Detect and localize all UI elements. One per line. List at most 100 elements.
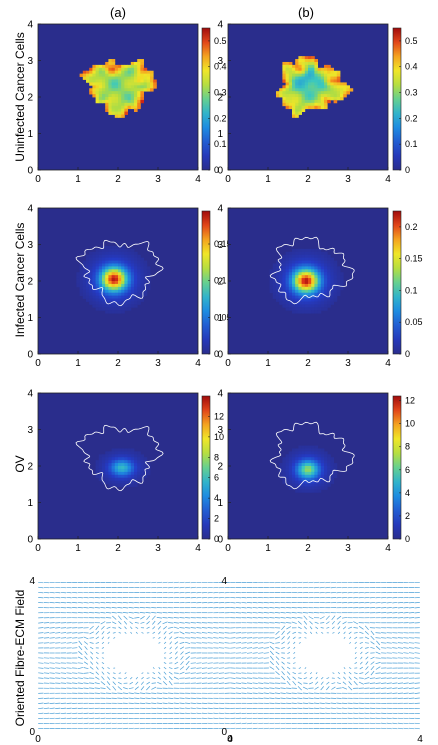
heatmap-cell	[102, 73, 106, 77]
heatmap-cell	[282, 304, 286, 308]
fibre-arrow	[246, 637, 253, 639]
heatmap-cell	[314, 295, 318, 299]
fibre-arrow	[66, 682, 72, 684]
fibre-arrow	[309, 621, 313, 625]
heatmap-cell	[118, 275, 122, 279]
fibre-arrow	[101, 631, 105, 635]
x-tick-label: 4	[385, 543, 391, 554]
fibre-arrow	[414, 722, 420, 725]
heatmap-cell	[336, 94, 341, 98]
fibre-arrow	[213, 722, 219, 725]
x-tick-label: 0	[35, 358, 41, 369]
fibre-arrow	[60, 707, 67, 709]
heatmap-cell	[320, 304, 325, 308]
fibre-arrow	[43, 622, 50, 624]
heatmap-cell	[114, 466, 119, 470]
heatmap-cell	[92, 73, 96, 77]
fibre-arrow	[381, 601, 387, 604]
fibre-arrow	[341, 596, 348, 599]
heatmap-cell	[282, 463, 286, 467]
heatmap-cell	[308, 91, 312, 95]
heatmap-cell	[79, 73, 84, 77]
heatmap-cell	[82, 73, 87, 77]
heatmap-cell	[301, 310, 306, 314]
heatmap-cell	[308, 79, 312, 83]
fibre-arrow	[269, 687, 275, 689]
heatmap-cell	[317, 486, 322, 490]
fibre-arrow	[280, 727, 286, 730]
fibre-arrow	[38, 632, 44, 634]
fibre-arrow	[134, 686, 139, 690]
heatmap-cell	[111, 266, 116, 270]
fibre-arrow	[347, 591, 353, 594]
fibre-arrow	[139, 697, 146, 699]
fibre-arrow	[269, 666, 275, 670]
heatmap-cell	[285, 301, 290, 305]
heatmap-cell	[114, 102, 119, 107]
heatmap-cell	[311, 85, 315, 89]
heatmap-cell	[282, 466, 286, 470]
heatmap-cell	[279, 292, 283, 296]
fibre-arrow	[174, 651, 178, 655]
fibre-arrow	[359, 661, 363, 665]
heatmap-cell	[330, 266, 334, 270]
heatmap-cell	[114, 292, 119, 296]
heatmap-cell	[127, 73, 132, 77]
fibre-arrow	[302, 697, 309, 699]
fibre-arrow	[241, 687, 247, 689]
heatmap-cell	[301, 471, 306, 476]
heatmap-cell	[121, 466, 125, 470]
heatmap-cell	[146, 278, 151, 282]
fibre-arrow	[354, 636, 358, 640]
heatmap-cell	[301, 474, 306, 479]
heatmap-cell	[308, 292, 312, 296]
heatmap-cell	[124, 260, 128, 264]
heatmap-cell	[301, 108, 306, 112]
heatmap-cell	[140, 298, 144, 302]
fibre-arrow	[101, 662, 105, 664]
heatmap-cell	[137, 460, 141, 464]
fibre-arrow	[94, 612, 100, 614]
fibre-arrow	[72, 602, 78, 604]
heatmap-cell	[288, 73, 293, 77]
heatmap-cell	[282, 64, 286, 69]
heatmap-cell	[324, 483, 328, 487]
heatmap-cell	[314, 269, 318, 273]
heatmap-cell	[285, 480, 290, 484]
heatmap-cell	[301, 298, 306, 302]
fibre-arrow	[330, 707, 337, 710]
heatmap-cell	[292, 260, 296, 264]
heatmap-cell	[282, 272, 286, 276]
fibre-arrow	[414, 642, 420, 644]
heatmap-cell	[105, 454, 109, 458]
heatmap-cell	[92, 304, 96, 308]
heatmap-cell	[95, 70, 100, 75]
heatmap-cell	[102, 99, 106, 104]
fibre-arrow	[94, 722, 100, 725]
y-tick-label: 4	[217, 20, 223, 31]
heatmap-cell	[333, 73, 338, 77]
fibre-arrow	[319, 712, 325, 714]
heatmap-cell	[301, 105, 306, 110]
heatmap-cell	[86, 269, 90, 273]
heatmap-cell	[140, 257, 144, 261]
fibre-arrow	[129, 676, 133, 680]
heatmap-cell	[130, 105, 135, 110]
heatmap-cell	[285, 99, 290, 104]
heatmap-cell	[288, 251, 293, 256]
heatmap-cell	[304, 73, 309, 77]
fibre-arrow	[315, 631, 318, 634]
heatmap-cell	[308, 457, 312, 461]
fibre-arrow	[139, 692, 146, 694]
heatmap-cell	[111, 477, 116, 481]
fibre-arrow	[185, 660, 190, 666]
heatmap-cell	[304, 260, 309, 264]
heatmap-cell	[304, 471, 309, 476]
heatmap-cell	[301, 489, 306, 493]
fibre-arrow	[101, 626, 105, 630]
fibre-arrow	[190, 591, 196, 594]
heatmap-cell	[95, 94, 100, 98]
heatmap-cell	[111, 76, 116, 80]
heatmap-cell	[114, 79, 119, 83]
heatmap-cell	[324, 307, 328, 311]
